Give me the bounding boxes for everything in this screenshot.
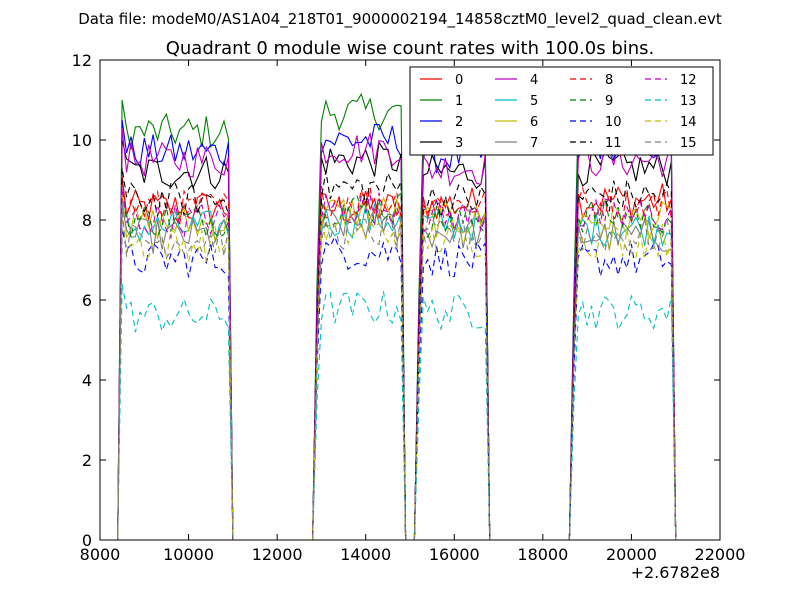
series-line-9: [117, 187, 677, 541]
y-tick-label: 2: [82, 451, 92, 470]
x-tick-label: 10000: [163, 545, 214, 564]
legend-label-13: 13: [680, 94, 697, 109]
legend-label-1: 1: [455, 94, 463, 109]
series-layer: [117, 92, 677, 541]
y-tick-label: 4: [82, 371, 92, 390]
legend-label-0: 0: [455, 73, 463, 88]
y-tick-label: 6: [82, 291, 92, 310]
legend-label-11: 11: [605, 136, 622, 151]
x-tick-label: 18000: [517, 545, 568, 564]
y-tick-label: 12: [72, 51, 92, 70]
legend-label-12: 12: [680, 73, 697, 88]
series-line-13: [117, 283, 677, 541]
x-tick-label: 20000: [606, 545, 657, 564]
legend-label-5: 5: [530, 94, 538, 109]
ticks-layer: 8000 10000 12000 14000 16000 18000 20000 22000 0…: [72, 51, 746, 564]
x-tick-label: 22000: [695, 545, 746, 564]
chart-title: Quadrant 0 module wise count rates with …: [166, 38, 655, 59]
y-tick-label: 0: [82, 531, 92, 550]
super-title: Data file: modeM0/AS1A04_218T01_90000021…: [78, 10, 722, 29]
x-tick-label: 16000: [429, 545, 480, 564]
legend-label-2: 2: [455, 115, 463, 130]
y-tick-label: 10: [72, 131, 92, 150]
x-tick-label: 8000: [80, 545, 121, 564]
legend-label-14: 14: [680, 115, 697, 130]
y-tick-label: 8: [82, 211, 92, 230]
series-line-14: [117, 211, 677, 541]
series-line-10: [117, 227, 677, 541]
legend-label-15: 15: [680, 136, 697, 151]
legend-label-10: 10: [605, 115, 622, 130]
legend-label-3: 3: [455, 136, 463, 151]
x-tick-label: 12000: [252, 545, 303, 564]
x-offset-label: +2.6782e8: [631, 563, 720, 582]
legend-label-6: 6: [530, 115, 538, 130]
legend-label-4: 4: [530, 73, 538, 88]
series-line-15: [117, 207, 677, 541]
legend-box: [409, 66, 714, 156]
legend-label-8: 8: [605, 73, 613, 88]
x-tick-label: 14000: [340, 545, 391, 564]
legend-label-9: 9: [605, 94, 613, 109]
legend-label-7: 7: [530, 136, 538, 151]
